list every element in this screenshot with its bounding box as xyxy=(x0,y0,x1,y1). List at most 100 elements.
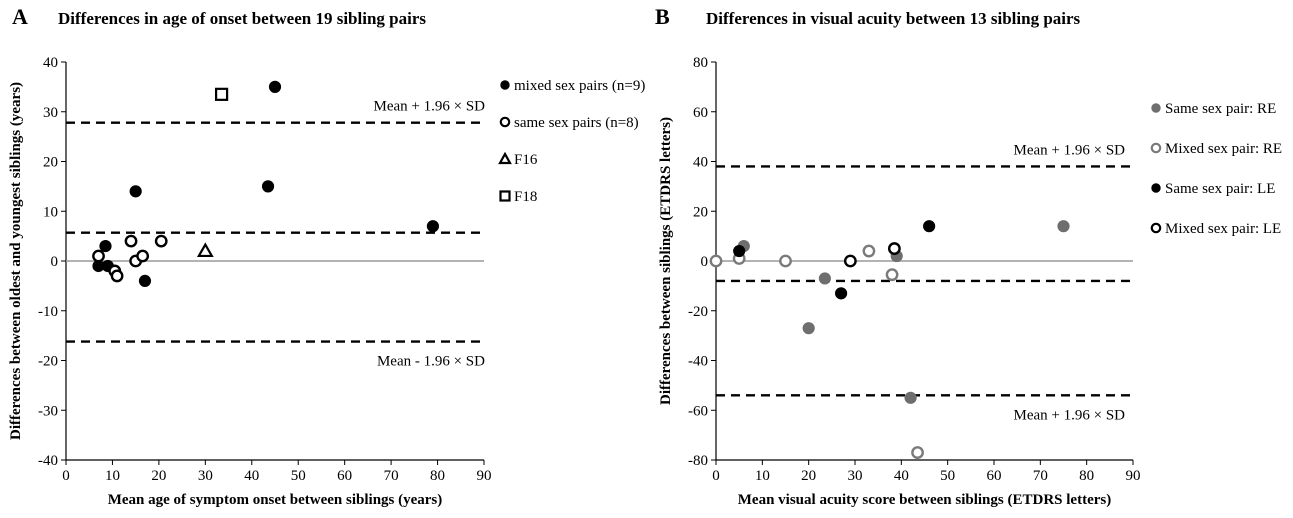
data-point xyxy=(110,269,124,283)
data-point xyxy=(268,80,282,93)
y-tick-label: 0 xyxy=(51,254,59,270)
x-tick-label: 60 xyxy=(337,468,352,484)
y-tick-label: -80 xyxy=(688,453,708,469)
y-tick-label: -10 xyxy=(38,304,58,320)
chart-title: Differences in visual acuity between 13 … xyxy=(706,9,1081,28)
legend-label: F18 xyxy=(514,189,537,205)
series-mixed-sex-pair-le xyxy=(843,242,901,268)
x-tick-label: 70 xyxy=(1033,468,1048,484)
x-tick-label: 80 xyxy=(1079,468,1094,484)
y-tick-label: -60 xyxy=(688,403,708,419)
y-tick-label: 0 xyxy=(701,254,709,270)
legend-label: Mixed sex pair: LE xyxy=(1165,221,1281,237)
y-tick-label: 30 xyxy=(43,105,58,121)
data-point xyxy=(835,287,848,300)
series-f18 xyxy=(214,87,229,101)
chart-panel-b: B Differences in visual acuity between 13… xyxy=(655,4,1282,508)
data-point xyxy=(129,185,142,198)
panel-letter: B xyxy=(655,4,670,29)
x-tick-label: 40 xyxy=(244,468,259,484)
data-point xyxy=(99,239,112,253)
legend-marker xyxy=(1150,142,1162,154)
legend-label: mixed sex pairs (n=9) xyxy=(514,78,645,94)
legend-marker xyxy=(499,116,511,128)
series-same-sex-pair-re xyxy=(737,220,1070,404)
legend-label: same sex pairs (n=8) xyxy=(514,115,639,131)
series-mixed-sex-pair-re xyxy=(709,244,924,459)
data-point xyxy=(923,220,936,233)
y-tick-label: 60 xyxy=(693,105,708,121)
x-axis-title: Mean visual acuity score between sibling… xyxy=(738,492,1111,508)
data-point xyxy=(779,254,792,268)
chart-panel-a: A Differences in age of onset between 19 … xyxy=(8,4,645,508)
data-point xyxy=(154,234,168,248)
data-point xyxy=(196,242,214,258)
data-point xyxy=(138,274,152,287)
x-tick-label: 10 xyxy=(755,468,770,484)
legend-marker xyxy=(499,190,511,202)
x-tick-label: 70 xyxy=(384,468,399,484)
y-tick-label: 40 xyxy=(693,155,708,171)
data-point xyxy=(818,272,831,285)
data-point xyxy=(904,391,917,404)
y-tick-label: -40 xyxy=(38,453,58,469)
legend-marker xyxy=(1151,183,1161,193)
y-tick-label: 80 xyxy=(693,55,708,71)
x-tick-label: 10 xyxy=(105,468,120,484)
legend-marker xyxy=(1151,103,1161,113)
reference-line-label: Mean - 1.96 × SD xyxy=(377,354,485,370)
data-point xyxy=(885,268,899,282)
y-tick-label: -20 xyxy=(688,304,708,320)
x-axis-title: Mean age of symptom onset between siblin… xyxy=(108,492,443,508)
x-tick-label: 80 xyxy=(430,468,445,484)
y-axis-title: Differences between siblings (ETDRS lett… xyxy=(658,117,674,405)
x-tick-label: 50 xyxy=(940,468,955,484)
legend: mixed sex pairs (n=9) same sex pairs (n=8… xyxy=(498,78,645,205)
legend: Same sex pair: RE Mixed sex pair: RE Same … xyxy=(1150,101,1282,237)
legend-label: Mixed sex pair: RE xyxy=(1165,141,1282,157)
legend-marker xyxy=(498,151,512,165)
legend-marker xyxy=(1150,222,1162,234)
x-tick-label: 30 xyxy=(848,468,863,484)
x-tick-label: 0 xyxy=(62,468,70,484)
y-tick-label: -30 xyxy=(38,403,58,419)
panel-letter: A xyxy=(12,4,28,29)
x-tick-label: 40 xyxy=(894,468,909,484)
reference-line-label: Mean + 1.96 × SD xyxy=(1014,407,1126,423)
data-point xyxy=(426,220,440,233)
data-point xyxy=(862,244,876,258)
x-tick-label: 30 xyxy=(198,468,213,484)
data-point xyxy=(733,244,746,258)
y-axis-title: Differences between oldest and youngest … xyxy=(8,82,24,440)
y-tick-label: 40 xyxy=(43,55,58,71)
data-point xyxy=(92,249,105,263)
data-point xyxy=(911,446,924,459)
reference-line-label: Mean + 1.96 × SD xyxy=(374,99,486,115)
x-tick-label: 20 xyxy=(151,468,166,484)
series-f16 xyxy=(196,242,214,258)
x-tick-label: 0 xyxy=(712,468,720,484)
y-tick-label: 10 xyxy=(43,204,58,220)
data-point xyxy=(843,254,857,268)
data-point xyxy=(136,249,150,263)
series-same-sex-pairs-n-8- xyxy=(92,234,168,283)
x-tick-label: 90 xyxy=(477,468,492,484)
data-point xyxy=(214,87,229,101)
legend-marker xyxy=(500,80,510,90)
data-point xyxy=(709,254,723,268)
y-tick-label: 20 xyxy=(43,155,58,171)
data-point xyxy=(124,234,138,248)
legend-label: F16 xyxy=(514,152,538,168)
x-tick-label: 60 xyxy=(987,468,1002,484)
legend-label: Same sex pair: RE xyxy=(1165,101,1276,117)
y-tick-label: 20 xyxy=(693,204,708,220)
x-tick-label: 20 xyxy=(801,468,816,484)
legend-label: Same sex pair: LE xyxy=(1165,181,1275,197)
reference-line-label: Mean + 1.96 × SD xyxy=(1014,142,1126,158)
data-point xyxy=(1057,220,1070,233)
data-point xyxy=(887,242,901,255)
y-tick-label: -40 xyxy=(688,354,708,370)
chart-title: Differences in age of onset between 19 s… xyxy=(58,9,426,28)
data-point xyxy=(802,322,815,335)
